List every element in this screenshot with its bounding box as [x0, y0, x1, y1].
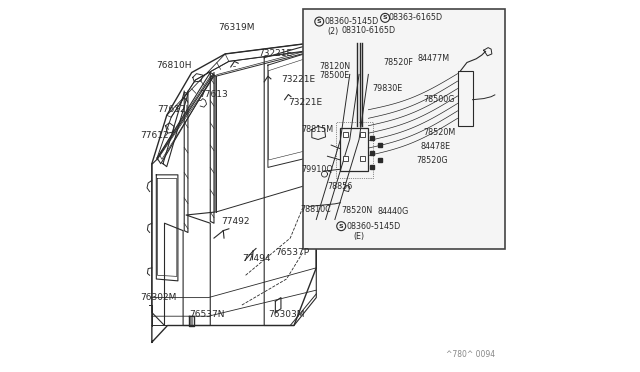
Text: 08360-5145D: 08360-5145D — [324, 17, 379, 26]
Text: 76302M: 76302M — [141, 293, 177, 302]
Text: 78810C: 78810C — [301, 205, 332, 214]
Text: 78120N: 78120N — [319, 62, 350, 71]
Text: 73221E: 73221E — [281, 76, 315, 84]
Text: 76537N: 76537N — [189, 310, 225, 319]
Text: 77494: 77494 — [242, 254, 270, 263]
Text: 77492: 77492 — [221, 217, 250, 226]
Text: ^780^ 0094: ^780^ 0094 — [445, 350, 495, 359]
Bar — [340, 128, 369, 171]
Text: 79910Q: 79910Q — [301, 165, 333, 174]
Text: 73221E: 73221E — [259, 49, 292, 58]
Bar — [344, 132, 348, 137]
Text: S: S — [339, 224, 344, 229]
Text: 78520F: 78520F — [383, 58, 413, 67]
Text: 78520G: 78520G — [417, 156, 449, 165]
Text: 79830E: 79830E — [372, 84, 403, 93]
Text: 78500E: 78500E — [319, 71, 349, 80]
Text: 76810H: 76810H — [156, 61, 191, 70]
Text: 78856: 78856 — [328, 182, 353, 191]
Bar — [360, 132, 365, 137]
Text: 76303M: 76303M — [268, 310, 305, 319]
Text: 08360-5145D: 08360-5145D — [346, 222, 400, 231]
Text: 77613: 77613 — [199, 90, 228, 99]
Bar — [458, 71, 472, 126]
Text: (E): (E) — [353, 232, 365, 241]
Text: S: S — [317, 19, 321, 24]
Bar — [303, 9, 505, 249]
Text: 76537P: 76537P — [275, 248, 310, 257]
Text: 08310-6165D: 08310-6165D — [342, 26, 396, 35]
Text: (2): (2) — [328, 27, 339, 36]
Text: S: S — [383, 15, 387, 20]
Bar — [344, 156, 348, 161]
Text: 84440G: 84440G — [378, 207, 408, 216]
Text: 78500G: 78500G — [424, 95, 455, 104]
Text: 76319M: 76319M — [218, 23, 255, 32]
Bar — [336, 122, 373, 178]
Text: 84478E: 84478E — [420, 142, 451, 151]
Text: 78520N: 78520N — [342, 206, 373, 215]
Bar — [360, 156, 365, 161]
Text: 77612: 77612 — [141, 131, 170, 140]
Text: 77612J: 77612J — [157, 105, 188, 114]
Text: 78520M: 78520M — [424, 128, 456, 137]
Text: 84477M: 84477M — [417, 54, 449, 63]
Text: 78815M: 78815M — [301, 125, 333, 134]
Text: 73221E: 73221E — [289, 98, 323, 107]
Text: 08363-6165D: 08363-6165D — [389, 13, 443, 22]
